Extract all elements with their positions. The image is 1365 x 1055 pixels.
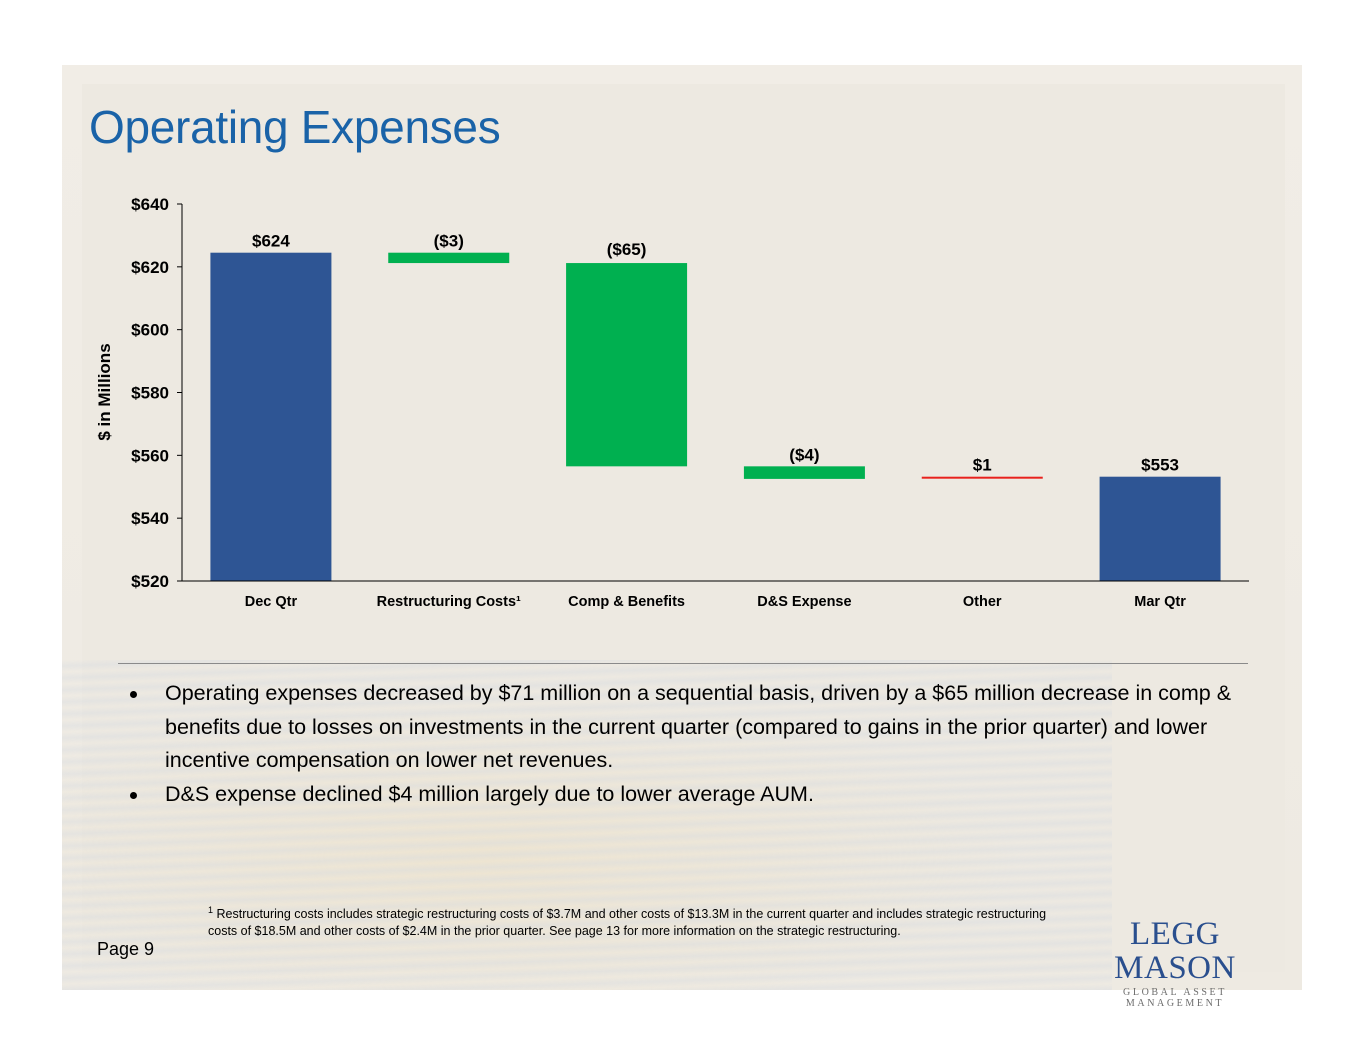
bullet-text: Operating expenses decreased by $71 mill… (165, 681, 1232, 772)
data-labels: $624 ($3) ($65) ($4) $1 $553 (252, 232, 1179, 475)
data-label: ($4) (789, 445, 819, 464)
bullet-icon (130, 791, 137, 799)
y-tick-label: $600 (131, 321, 169, 340)
decorative-wave (62, 660, 1112, 990)
x-tick-label: Dec Qtr (245, 594, 298, 610)
bar (566, 263, 688, 467)
data-label: $553 (1141, 456, 1179, 475)
page-title: Operating Expenses (89, 101, 501, 153)
bar (743, 466, 865, 479)
data-label: $1 (973, 456, 992, 475)
x-tick-label: Mar Qtr (1134, 594, 1186, 610)
y-tick-label: $520 (131, 572, 169, 591)
bullet-text: D&S expense declined $4 million largely … (165, 781, 814, 806)
company-logo: LEGG MASON GLOBAL ASSET MANAGEMENT (1080, 917, 1270, 1009)
bar (921, 476, 1043, 479)
y-tick-label: $540 (131, 509, 169, 528)
y-axis: $520 $540 $560 $580 $600 $620 $640 (131, 195, 183, 591)
x-tick-label: Restructuring Costs¹ (377, 594, 521, 610)
bar (210, 252, 332, 581)
page-number: Page 9 (97, 939, 155, 959)
y-tick-label: $580 (131, 384, 169, 403)
y-tick-label: $560 (131, 446, 169, 465)
bullet-list: Operating expenses decreased by $71 mill… (128, 677, 1248, 811)
logo-tagline: GLOBAL ASSET MANAGEMENT (1123, 987, 1227, 1009)
x-axis: Dec Qtr Restructuring Costs¹ Comp & Benefi… (182, 580, 1249, 610)
bullet-icon (130, 691, 137, 698)
footnote-marker: 1 (208, 905, 214, 915)
footnote-text: Restructuring costs includes strategic r… (208, 907, 1047, 939)
divider (118, 663, 1248, 664)
bullet-item: Operating expenses decreased by $71 mill… (128, 677, 1248, 778)
x-tick-label: D&S Expense (757, 594, 851, 610)
chart-bars (210, 252, 1221, 581)
bar (388, 252, 510, 264)
x-tick-label: Other (963, 594, 1002, 610)
y-tick-label: $620 (131, 258, 169, 277)
data-label: ($65) (607, 240, 647, 259)
bullet-item: D&S expense declined $4 million largely … (128, 778, 1248, 812)
footnote: 1 Restructuring costs includes strategic… (208, 902, 1048, 940)
logo-name: LEGG MASON (1114, 916, 1236, 986)
x-tick-label: Comp & Benefits (568, 594, 685, 610)
y-axis-title: $ in Millions (95, 343, 114, 440)
data-label: ($3) (434, 232, 464, 251)
y-tick-label: $640 (131, 195, 169, 214)
data-label: $624 (252, 232, 290, 251)
bar (1099, 476, 1221, 581)
